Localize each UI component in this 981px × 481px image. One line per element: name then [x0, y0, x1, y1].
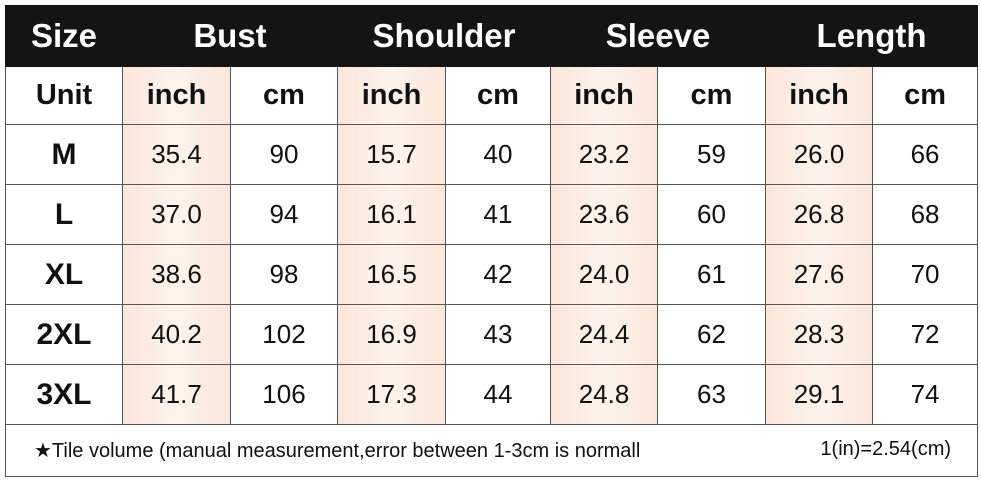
value-cell: 68 — [872, 184, 979, 245]
value-cell: 40.2 — [122, 304, 231, 365]
value-cell: 40 — [444, 124, 552, 185]
footer-conversion: 1(in)=2.54(cm) — [820, 438, 952, 460]
value-cell: 16.9 — [337, 304, 446, 365]
value-cell: 38.6 — [122, 244, 231, 305]
value-cell: 62 — [657, 304, 767, 365]
unit-cell: inch — [337, 66, 446, 125]
value-cell: 24.8 — [550, 364, 659, 425]
value-cell: 59 — [657, 124, 767, 185]
value-cell: 26.0 — [765, 124, 874, 185]
footer-note: ★Tile volume (manual measurement,error b… — [34, 440, 641, 462]
value-cell: 35.4 — [122, 124, 231, 185]
data-row: L 37.0 94 16.1 41 23.6 60 26.8 68 — [5, 184, 979, 245]
footer-row: ★Tile volume (manual measurement,error b… — [4, 424, 979, 477]
value-cell: 24.4 — [550, 304, 659, 365]
size-cell: XL — [5, 244, 123, 305]
value-cell: 17.3 — [337, 364, 446, 425]
value-cell: 98 — [230, 244, 338, 305]
data-row: XL 38.6 98 16.5 42 24.0 61 27.6 70 — [5, 244, 979, 305]
value-cell: 90 — [230, 124, 338, 185]
header-cell: Sleeve — [550, 5, 767, 67]
value-cell: 26.8 — [765, 184, 874, 245]
unit-row: Unit inch cm inch cm inch cm inch cm — [5, 66, 979, 125]
footer-content: ★Tile volume (manual measurement,error b… — [6, 438, 977, 463]
size-chart: Size Bust Shoulder Sleeve Length Unit inch cm in… — [4, 5, 979, 477]
size-cell: L — [5, 184, 123, 245]
value-cell: 63 — [657, 364, 767, 425]
value-cell: 29.1 — [765, 364, 874, 425]
value-cell: 74 — [872, 364, 979, 425]
unit-cell: cm — [230, 66, 338, 125]
value-cell: 28.3 — [765, 304, 874, 365]
unit-cell: cm — [657, 66, 767, 125]
value-cell: 102 — [230, 304, 338, 365]
unit-cell: Unit — [5, 66, 123, 125]
unit-cell: inch — [765, 66, 874, 125]
header-cell: Size — [5, 5, 123, 67]
header-cell: Bust — [122, 5, 338, 67]
value-cell: 23.6 — [550, 184, 659, 245]
data-row: M 35.4 90 15.7 40 23.2 59 26.0 66 — [5, 124, 979, 185]
value-cell: 37.0 — [122, 184, 231, 245]
value-cell: 60 — [657, 184, 767, 245]
value-cell: 66 — [872, 124, 979, 185]
data-row: 2XL 40.2 102 16.9 43 24.4 62 28.3 72 — [5, 304, 979, 365]
unit-cell: inch — [122, 66, 231, 125]
value-cell: 94 — [230, 184, 338, 245]
size-cell: 2XL — [5, 304, 123, 365]
value-cell: 44 — [444, 364, 552, 425]
value-cell: 42 — [444, 244, 552, 305]
value-cell: 72 — [872, 304, 979, 365]
value-cell: 70 — [872, 244, 979, 305]
value-cell: 15.7 — [337, 124, 446, 185]
value-cell: 43 — [444, 304, 552, 365]
unit-cell: cm — [444, 66, 552, 125]
value-cell: 41.7 — [122, 364, 231, 425]
value-cell: 106 — [230, 364, 338, 425]
value-cell: 27.6 — [765, 244, 874, 305]
size-cell: M — [5, 124, 123, 185]
header-cell: Length — [765, 5, 979, 67]
size-cell: 3XL — [5, 364, 123, 425]
footer-cell: ★Tile volume (manual measurement,error b… — [4, 424, 979, 477]
value-cell: 16.5 — [337, 244, 446, 305]
unit-cell: cm — [872, 66, 979, 125]
data-row: 3XL 41.7 106 17.3 44 24.8 63 29.1 74 — [5, 364, 979, 425]
value-cell: 16.1 — [337, 184, 446, 245]
value-cell: 23.2 — [550, 124, 659, 185]
size-table: Size Bust Shoulder Sleeve Length Unit inch cm in… — [4, 5, 979, 477]
value-cell: 24.0 — [550, 244, 659, 305]
value-cell: 61 — [657, 244, 767, 305]
unit-cell: inch — [550, 66, 659, 125]
header-cell: Shoulder — [336, 5, 552, 67]
header-row: Size Bust Shoulder Sleeve Length — [5, 5, 979, 67]
value-cell: 41 — [444, 184, 552, 245]
